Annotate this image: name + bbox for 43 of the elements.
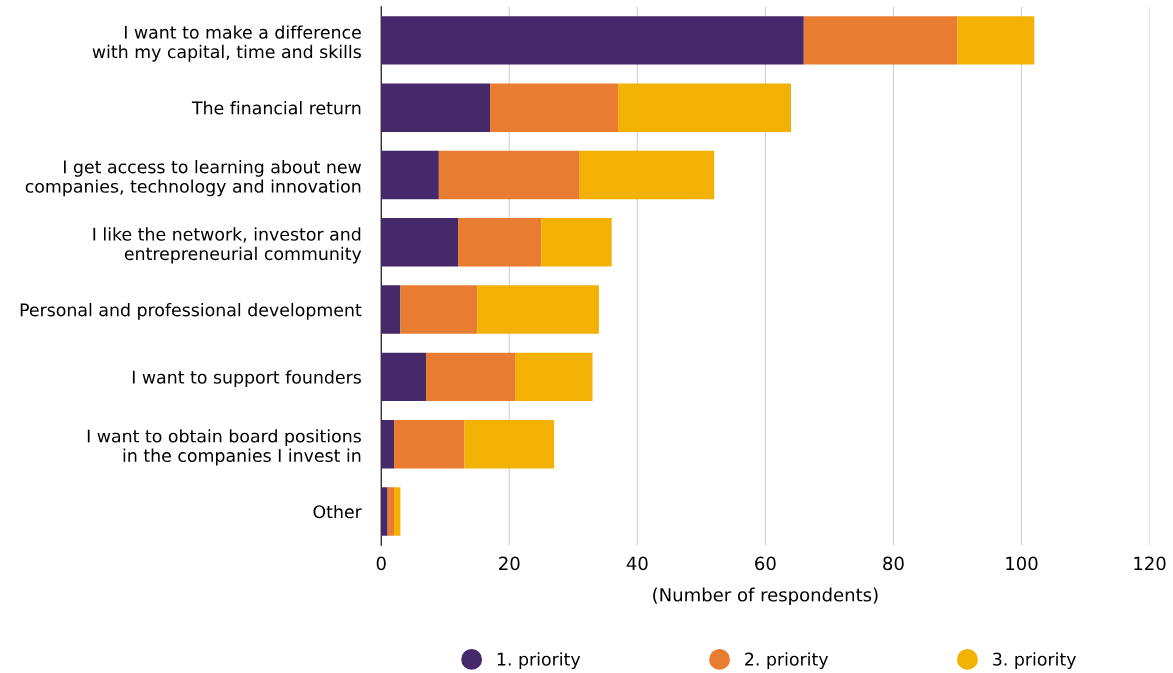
x-tick-label: 20 (499, 556, 520, 571)
bar (381, 16, 804, 65)
bar (381, 419, 395, 469)
bar (381, 83, 491, 132)
x-tick-label: 100 (1006, 556, 1038, 571)
legend-label: 2. priority (745, 652, 829, 670)
bar (387, 487, 395, 536)
bar (477, 285, 599, 334)
bar (400, 285, 478, 334)
bar (394, 487, 401, 536)
bar (381, 218, 459, 267)
bar (426, 352, 516, 402)
y-tick-label: Personal and professional development (20, 302, 362, 320)
bar (438, 150, 580, 200)
x-tick-label: 80 (883, 556, 904, 571)
bar (618, 83, 791, 132)
x-tick-label: 60 (755, 556, 776, 571)
x-tick-label: 120 (1134, 556, 1166, 571)
bar (458, 218, 542, 267)
x-tick-label: 40 (626, 556, 648, 571)
bar (490, 83, 619, 132)
bar (464, 419, 555, 469)
x-tick-label: 0 (376, 556, 386, 571)
bar (381, 487, 388, 536)
x-axis-title: (Number of respondents) (653, 587, 878, 606)
bar (957, 16, 1035, 65)
y-tick-label: I want to support founders (132, 370, 361, 388)
legend-label: 1. priority (497, 652, 581, 670)
y-tick-label: The financial return (191, 101, 361, 115)
y-tick-label: I want to obtain board positions in the companies I invest in (87, 429, 361, 466)
y-tick-label: I want to make a difference with my capital, time and skills (92, 25, 361, 62)
bar (381, 285, 401, 334)
bar (541, 218, 612, 267)
bar (381, 352, 427, 402)
legend-label: 3. priority (993, 652, 1076, 670)
bar (381, 150, 439, 200)
y-tick-label: I get access to learning about new companies, technology and innovation (25, 159, 362, 197)
y-tick-label: Other (313, 504, 362, 519)
bar (515, 352, 593, 402)
bar (394, 419, 465, 469)
y-tick-label: I like the network, investor and entrepreneurial community (93, 227, 362, 264)
bar (803, 16, 958, 65)
bar (579, 150, 715, 200)
